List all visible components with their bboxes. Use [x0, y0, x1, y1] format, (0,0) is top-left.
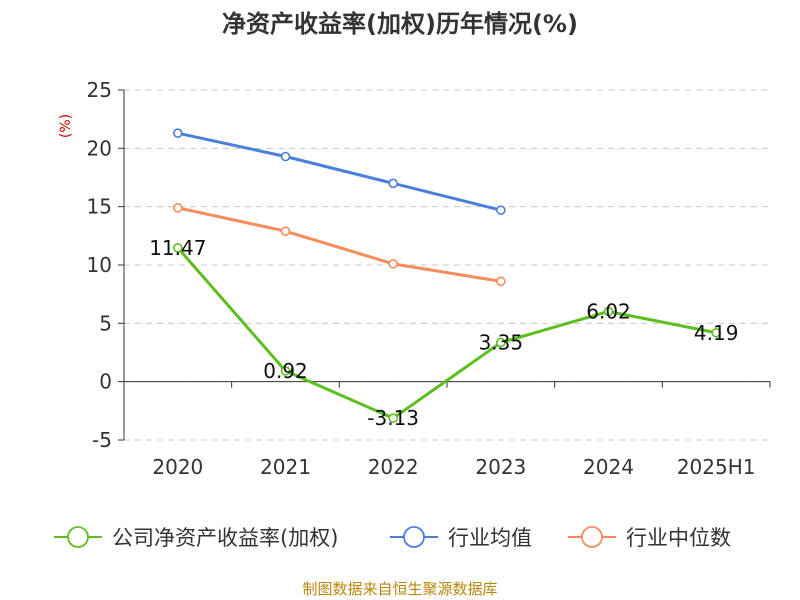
data-point: [173, 203, 183, 213]
legend: 公司净资产收益率(加权) 行业均值 行业中位数: [54, 526, 731, 550]
y-tick-label: -5: [92, 428, 112, 452]
series-layer: [173, 128, 721, 423]
y-tick-label: 20: [87, 136, 112, 160]
y-axis-unit-label: (%): [58, 114, 74, 138]
x-tick-label: 2024: [583, 455, 634, 479]
y-tick-label: 5: [99, 311, 112, 335]
series-line: [177, 206, 502, 283]
data-label: 4.19: [694, 321, 739, 345]
legend-label: 行业中位数: [626, 526, 731, 550]
legend-label: 行业均值: [448, 526, 532, 550]
y-tick-label: 15: [87, 195, 112, 219]
x-tick-label: 2025H1: [677, 455, 756, 479]
data-point: [603, 306, 614, 317]
y-tick-label: 10: [87, 253, 112, 277]
x-tick-label: 2022: [368, 455, 419, 479]
series-line: [176, 246, 717, 420]
data-point: [173, 128, 183, 138]
chart-title: 净资产收益率(加权)历年情况(%): [222, 10, 578, 38]
x-tick-label: 2021: [260, 455, 311, 479]
data-point: [496, 276, 506, 287]
legend-swatch-marker: [403, 526, 425, 548]
y-tick-label: 0: [99, 370, 112, 394]
series-line: [177, 131, 502, 212]
legend-swatch-marker: [67, 526, 89, 548]
data-point: [280, 226, 291, 236]
data-label: 3.35: [479, 331, 524, 355]
axes: -5 0 5 10 15 20 25 2020 2021 2022 2023 2024 2025H1: [87, 78, 771, 479]
data-point: [388, 178, 398, 189]
data-point: [388, 413, 398, 423]
y-tick-label: 25: [87, 78, 112, 102]
x-tick-label: 2020: [152, 455, 203, 479]
data-point: [280, 151, 291, 162]
x-tick-label: 2023: [475, 455, 526, 479]
source-note: 制图数据来自恒生聚源数据库: [302, 580, 497, 598]
legend-swatch-marker: [581, 526, 603, 548]
data-point: [280, 366, 291, 376]
data-point: [496, 205, 506, 215]
data-label: 11.47: [149, 236, 206, 260]
data-label: -3.13: [367, 406, 419, 430]
data-point: [496, 337, 506, 348]
legend-label: 公司净资产收益率(加权): [112, 526, 338, 550]
data-label: 6.02: [586, 299, 631, 323]
data-labels: 11.47 0.92 -3.13 3.35 6.02 4.19: [149, 236, 738, 430]
data-point: [388, 259, 398, 269]
data-label: 0.92: [263, 359, 308, 383]
data-point: [711, 327, 721, 338]
data-point: [173, 243, 183, 253]
